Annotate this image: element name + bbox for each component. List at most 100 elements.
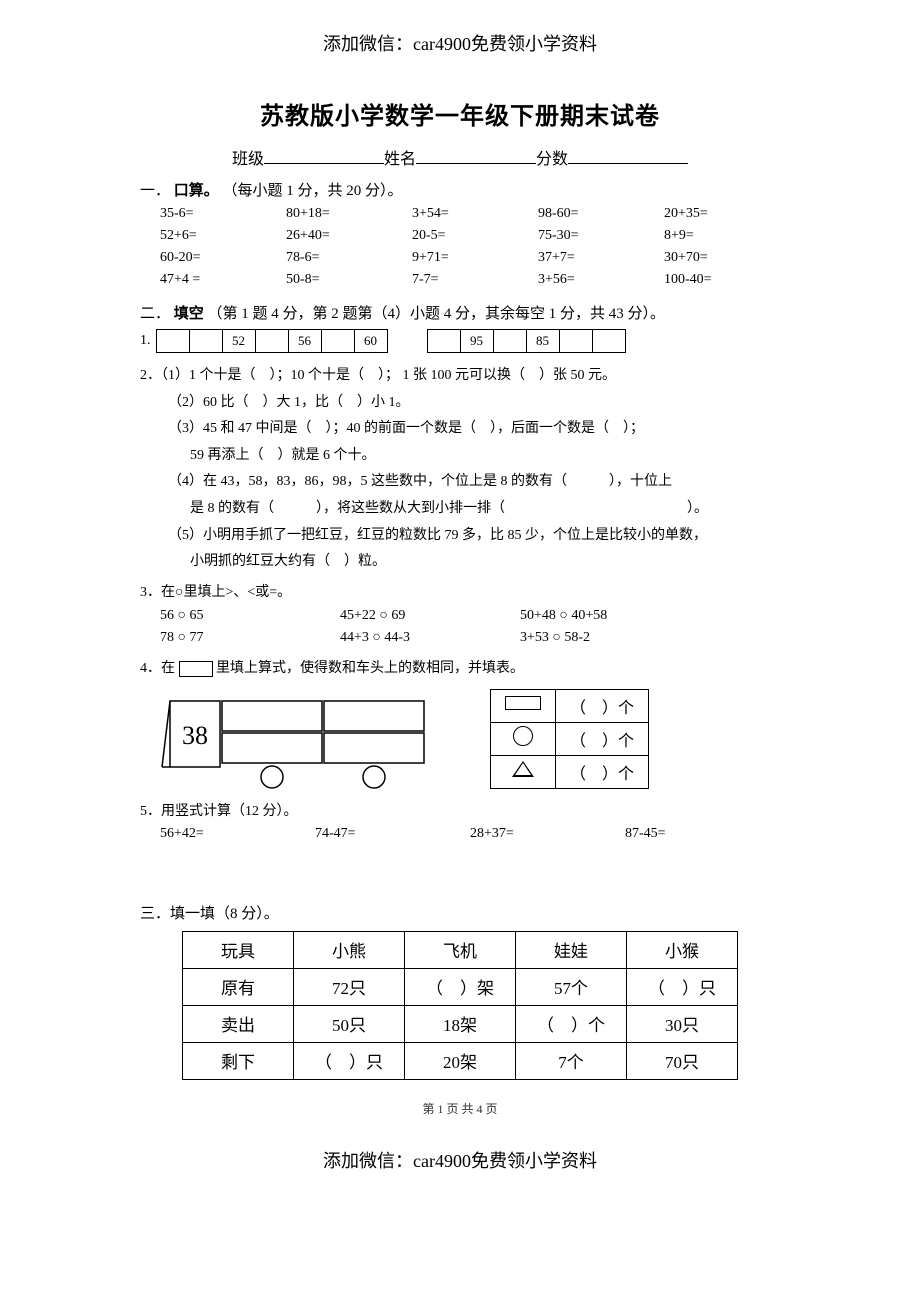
mental-calc-grid: 35-6=80+18=3+54=98-60=20+35=52+6=26+40=2… <box>160 206 780 288</box>
small-rect-icon <box>179 661 213 677</box>
sequence-cell[interactable] <box>427 329 461 353</box>
sequence-cell[interactable] <box>592 329 626 353</box>
shape-circle-count: （ ）个 <box>556 722 649 755</box>
class-label: 班级 <box>232 145 264 169</box>
compare-item: 45+22 ○ 69 <box>340 606 520 624</box>
table-cell: （ ）架 <box>405 968 516 1005</box>
sequence-cell[interactable] <box>255 329 289 353</box>
compare-item: 78 ○ 77 <box>160 628 340 646</box>
fill-blank-line: （5）小明用手抓了一把红豆，红豆的粒数比 79 多，比 85 少，个位上是比较小… <box>168 523 780 550</box>
sequence-cell: 60 <box>354 329 388 353</box>
section2-note: （第 1 题 4 分，第 2 题第（4）小题 4 分，其余每空 1 分，共 43… <box>208 306 666 322</box>
table-cell: 小猴 <box>627 931 738 968</box>
table-cell: 卖出 <box>183 1005 294 1042</box>
number-sequence-2: 95 85 <box>428 329 626 353</box>
q5-head: 5．用竖式计算（12 分）。 <box>140 799 780 826</box>
sequence-cell[interactable] <box>189 329 223 353</box>
calc-item: 3+54= <box>412 206 528 222</box>
compare-item: 56 ○ 65 <box>160 606 340 624</box>
table-cell: 小熊 <box>294 931 405 968</box>
table-cell: 娃娃 <box>516 931 627 968</box>
header-note: 添加微信：car4900免费领小学资料 <box>140 30 780 56</box>
shape-tri-cell <box>491 755 556 788</box>
q1-label: 1. <box>140 333 151 349</box>
sequence-cell[interactable] <box>559 329 593 353</box>
calc-item: 100-40= <box>664 272 780 288</box>
fill-blank-line: （3）45 和 47 中间是（ ）；40 的前面一个数是（ ），后面一个数是（ … <box>168 416 780 443</box>
calc-item: 9+71= <box>412 250 528 266</box>
table-cell: 30只 <box>627 1005 738 1042</box>
name-label: 姓名 <box>384 145 416 169</box>
table-cell: 70只 <box>627 1042 738 1079</box>
fill-blank-line: 小明抓的红豆大约有（ ）粒。 <box>190 549 780 576</box>
vertical-calc-item: 87-45= <box>625 826 780 842</box>
table-cell: （ ）只 <box>294 1042 405 1079</box>
calc-item: 60-20= <box>160 250 276 266</box>
shape-rect-cell <box>491 689 556 722</box>
calc-item: 20+35= <box>664 206 780 222</box>
toy-inventory-table: 玩具小熊飞机娃娃小猴原有72只（ ）架57个（ ）只卖出50只18架（ ）个30… <box>182 931 738 1080</box>
table-cell: 20架 <box>405 1042 516 1079</box>
calc-item: 8+9= <box>664 228 780 244</box>
sequence-cell[interactable] <box>493 329 527 353</box>
table-cell: 50只 <box>294 1005 405 1042</box>
compare-item: 44+3 ○ 44-3 <box>340 628 520 646</box>
shape-count-table: （ ）个 （ ）个 （ ）个 <box>490 689 649 789</box>
triangle-icon <box>512 761 534 777</box>
circle-icon <box>513 726 533 746</box>
section2-bold: 填空 <box>174 306 204 322</box>
sequence-cell[interactable] <box>321 329 355 353</box>
name-blank[interactable] <box>416 145 536 164</box>
vertical-calc-item: 74-47= <box>315 826 470 842</box>
score-blank[interactable] <box>568 145 688 164</box>
calc-item: 75-30= <box>538 228 654 244</box>
section1-note: （每小题 1 分，共 20 分）。 <box>223 183 403 199</box>
vertical-calc-row: 56+42=74-47=28+37=87-45= <box>160 826 780 842</box>
compare-item: 50+48 ○ 40+58 <box>520 606 700 624</box>
table-cell: 72只 <box>294 968 405 1005</box>
calc-item: 30+70= <box>664 250 780 266</box>
calc-item: 7-7= <box>412 272 528 288</box>
class-blank[interactable] <box>264 145 384 164</box>
table-cell: 7个 <box>516 1042 627 1079</box>
calc-item: 80+18= <box>286 206 402 222</box>
rectangle-icon <box>505 696 541 710</box>
q2-fill-blanks: 2．（1）1 个十是（ ）；10 个十是（ ）； 1 张 100 元可以换（ ）… <box>140 363 780 576</box>
sequence-cell: 95 <box>460 329 494 353</box>
section2-head: 二． 填空 （第 1 题 4 分，第 2 题第（4）小题 4 分，其余每空 1 … <box>140 302 780 323</box>
compare-item: 3+53 ○ 58-2 <box>520 628 700 646</box>
vertical-calc-item: 28+37= <box>470 826 625 842</box>
sequence-cell[interactable] <box>156 329 190 353</box>
fill-blank-line: （2）60 比（ ）大 1，比（ ）小 1。 <box>168 390 780 417</box>
calc-item: 20-5= <box>412 228 528 244</box>
section2-prefix: 二． <box>140 306 170 322</box>
page-root: 添加微信：car4900免费领小学资料 苏教版小学数学一年级下册期末试卷 班级 … <box>0 0 920 1193</box>
shape-circle-cell <box>491 722 556 755</box>
table-cell: （ ）个 <box>516 1005 627 1042</box>
vertical-calc-item: 56+42= <box>160 826 315 842</box>
train-number: 38 <box>182 721 208 750</box>
calc-item: 47+4 = <box>160 272 276 288</box>
fill-blank-line: 是 8 的数有（ ），将这些数从大到小排一排（ ）。 <box>190 496 780 523</box>
calc-item: 26+40= <box>286 228 402 244</box>
table-row: 原有72只（ ）架57个（ ）只 <box>183 968 738 1005</box>
table-row: 卖出50只18架（ ）个30只 <box>183 1005 738 1042</box>
train-and-shapes: 38 （ ）个 （ ）个 （ ）个 <box>160 689 780 789</box>
shape-tri-count: （ ）个 <box>556 755 649 788</box>
table-cell: 57个 <box>516 968 627 1005</box>
student-info-line: 班级 姓名 分数 <box>140 145 780 169</box>
section3-head: 三．填一填（8 分）。 <box>140 902 780 923</box>
sequence-cell: 56 <box>288 329 322 353</box>
q1-row: 1. 525660 9585 <box>140 329 780 353</box>
table-row: 剩下（ ）只20架7个70只 <box>183 1042 738 1079</box>
q4-after: 里填上算式，使得数和车头上的数相同，并填表。 <box>216 661 524 676</box>
table-cell: 飞机 <box>405 931 516 968</box>
sequence-cell: 85 <box>526 329 560 353</box>
fill-blank-line: （4）在 43，58，83，86，98，5 这些数中，个位上是 8 的数有（ ）… <box>168 469 780 496</box>
section1-head: 一． 口算。 （每小题 1 分，共 20 分）。 <box>140 179 780 200</box>
q4-before: 4．在 <box>140 661 175 676</box>
table-row: 玩具小熊飞机娃娃小猴 <box>183 931 738 968</box>
footer-note: 添加微信：car4900免费领小学资料 <box>140 1147 780 1173</box>
calc-item: 98-60= <box>538 206 654 222</box>
calc-item: 3+56= <box>538 272 654 288</box>
